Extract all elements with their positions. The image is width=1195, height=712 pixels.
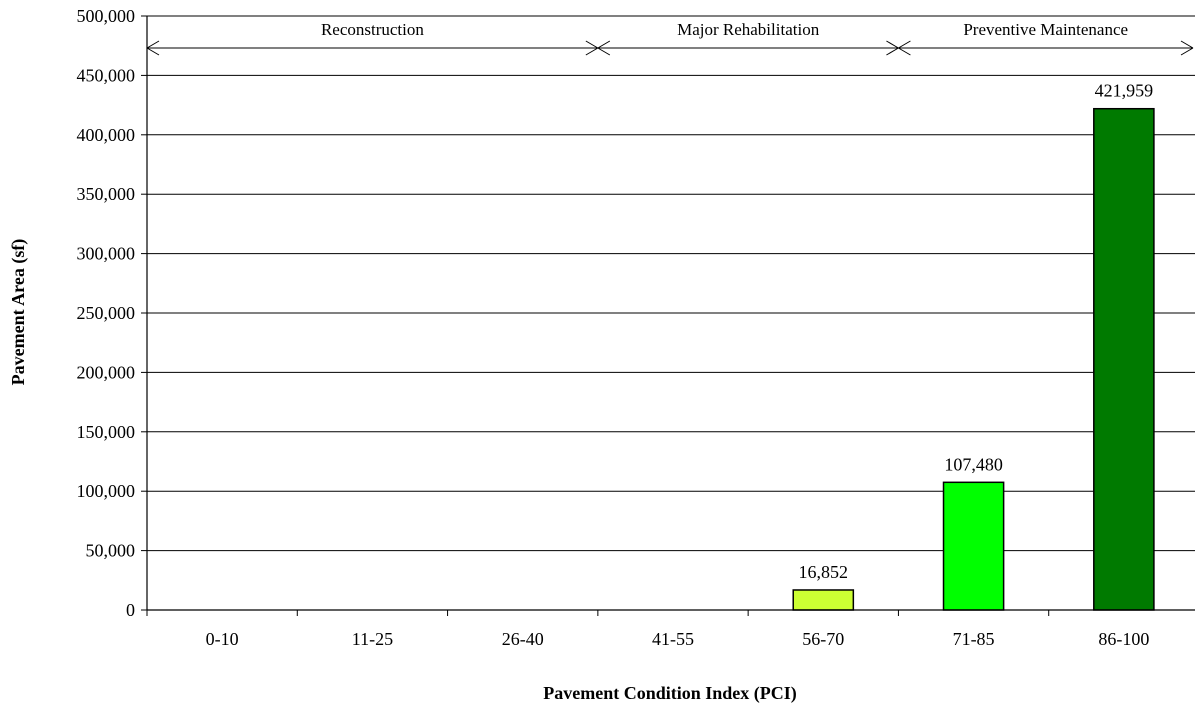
band-arrowhead [898,40,911,49]
data-label: 16,852 [799,562,849,582]
y-tick-label: 0 [126,600,135,620]
y-tick-label: 250,000 [77,303,136,323]
data-labels: 16,852 107,480 421,959 [799,81,1154,582]
treatment-bands: Reconstruction Major Rehabilitation Preven… [146,20,1194,56]
band-arrowhead [146,40,160,49]
band-arrowhead [898,47,911,56]
band-arrowhead [585,47,599,56]
data-label: 421,959 [1095,81,1154,101]
x-tick-label: 41-55 [652,629,694,649]
band-arrowhead [585,40,599,49]
bars [792,107,1155,611]
bar [792,589,855,611]
x-tick-label: 26-40 [502,629,544,649]
band-arrowhead [1180,47,1194,56]
y-tick-label: 150,000 [77,422,136,442]
y-tick-label: 350,000 [77,184,136,204]
bar [1093,107,1155,611]
band-label: Preventive Maintenance [963,20,1128,39]
y-tick-label: 100,000 [77,481,136,501]
x-tick-label: 71-85 [953,629,995,649]
y-tick-label: 200,000 [77,362,136,382]
y-axis-title: Pavement Area (sf) [8,239,29,386]
y-tick-label: 50,000 [86,541,136,561]
band-arrowhead [886,40,899,49]
x-tick-labels: 0-10 11-25 26-40 41-55 56-70 71-85 86-100 [206,629,1150,649]
y-tick-label: 400,000 [77,125,136,145]
x-axis-title: Pavement Condition Index (PCI) [543,683,797,704]
x-tick-label: 11-25 [352,629,393,649]
band-arrowhead [597,47,611,56]
y-tick-label: 300,000 [77,244,136,264]
band-arrowhead [146,47,160,56]
band-arrowhead [597,40,611,49]
x-tick-label: 56-70 [802,629,844,649]
y-tick-label: 450,000 [77,65,136,85]
gridlines [147,15,1195,552]
x-tick-label: 86-100 [1098,629,1149,649]
y-tick-labels: 0 50,000 100,000 150,000 200,000 250,000 300,0… [77,6,136,620]
band-arrowhead [886,47,899,56]
bar [942,481,1005,611]
band-arrowhead [1180,40,1194,49]
band-label: Reconstruction [321,20,424,39]
x-tick-label: 0-10 [206,629,239,649]
band-label: Major Rehabilitation [677,20,820,39]
y-tick-label: 500,000 [77,6,136,26]
data-label: 107,480 [944,454,1003,474]
axes [141,15,1195,616]
